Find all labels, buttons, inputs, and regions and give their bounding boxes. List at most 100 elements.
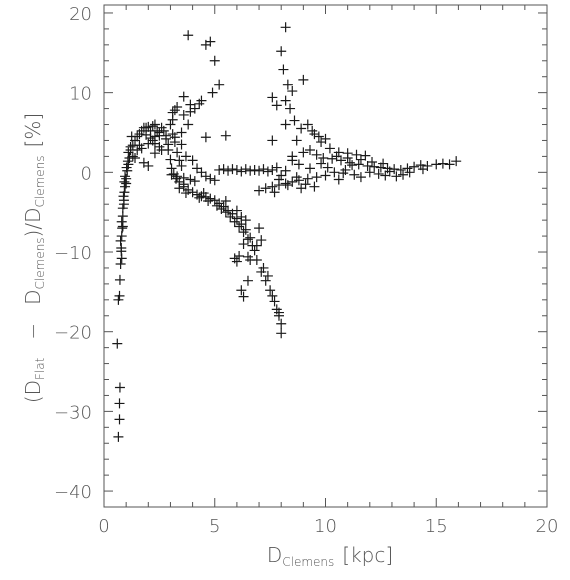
data-point bbox=[280, 165, 291, 176]
data-point bbox=[121, 162, 132, 173]
data-point bbox=[154, 127, 165, 138]
data-point bbox=[242, 251, 253, 262]
data-point bbox=[205, 36, 216, 47]
data-point bbox=[367, 156, 378, 167]
x-axis-title: DClemens [kpc] bbox=[267, 543, 393, 569]
data-point bbox=[240, 164, 251, 175]
data-point bbox=[119, 187, 130, 198]
data-point bbox=[187, 187, 198, 198]
data-point bbox=[209, 55, 220, 66]
data-point bbox=[273, 307, 284, 318]
data-point bbox=[242, 275, 253, 286]
data-point bbox=[309, 181, 320, 192]
y-tick-label: −30 bbox=[54, 402, 92, 423]
data-point bbox=[265, 285, 276, 296]
data-point bbox=[156, 122, 167, 133]
data-point bbox=[167, 114, 178, 125]
data-point bbox=[180, 188, 191, 199]
data-point bbox=[355, 172, 366, 183]
data-point bbox=[185, 174, 196, 185]
data-point bbox=[282, 180, 293, 191]
data-point bbox=[267, 164, 278, 175]
data-point bbox=[311, 172, 322, 183]
data-point bbox=[291, 135, 302, 146]
data-point bbox=[318, 152, 329, 163]
y-axis-title-open: (D bbox=[21, 380, 45, 403]
data-point bbox=[227, 164, 238, 175]
data-point bbox=[336, 155, 347, 166]
data-point bbox=[218, 201, 229, 212]
data-point bbox=[300, 179, 311, 190]
data-point bbox=[347, 160, 358, 171]
data-point bbox=[316, 158, 327, 169]
data-point bbox=[238, 227, 249, 238]
y-axis-title-sub-clemens-2: Clemens bbox=[33, 155, 47, 207]
data-point bbox=[180, 151, 191, 162]
data-point bbox=[165, 154, 176, 165]
data-point bbox=[165, 119, 176, 130]
x-tick-label: 5 bbox=[209, 516, 220, 537]
data-point bbox=[138, 157, 149, 168]
data-point bbox=[360, 150, 371, 161]
data-point bbox=[176, 160, 187, 171]
data-point bbox=[198, 188, 209, 199]
data-point bbox=[207, 87, 218, 98]
data-point bbox=[262, 166, 273, 177]
data-point bbox=[293, 159, 304, 170]
data-point bbox=[291, 172, 302, 183]
data-point bbox=[149, 138, 160, 149]
data-point bbox=[276, 170, 287, 181]
data-point bbox=[247, 240, 258, 251]
data-point bbox=[451, 156, 462, 167]
y-tick-label: −20 bbox=[54, 323, 92, 344]
data-point bbox=[234, 221, 245, 232]
data-point bbox=[287, 151, 298, 162]
data-point bbox=[205, 173, 216, 184]
data-point bbox=[130, 152, 141, 163]
data-point bbox=[115, 258, 126, 269]
data-point bbox=[223, 165, 234, 176]
data-point bbox=[373, 168, 384, 179]
data-point bbox=[389, 164, 400, 175]
data-point bbox=[324, 143, 335, 154]
data-point bbox=[302, 173, 313, 184]
data-point bbox=[280, 22, 291, 33]
data-point bbox=[189, 103, 200, 114]
data-point bbox=[245, 232, 256, 243]
y-axis-title-minus: − bbox=[21, 323, 45, 340]
data-point bbox=[398, 169, 409, 180]
data-point bbox=[384, 166, 395, 177]
data-point bbox=[260, 183, 271, 194]
data-point bbox=[143, 121, 154, 132]
y-tick-label: 10 bbox=[69, 84, 92, 105]
data-point bbox=[117, 221, 128, 232]
data-point bbox=[114, 290, 125, 301]
data-point bbox=[280, 95, 291, 106]
data-point bbox=[285, 103, 296, 114]
data-point bbox=[116, 216, 127, 227]
data-point bbox=[249, 164, 260, 175]
data-point bbox=[169, 132, 180, 143]
data-point bbox=[302, 119, 313, 130]
data-point bbox=[147, 121, 158, 132]
data-point bbox=[296, 123, 307, 134]
data-point bbox=[322, 162, 333, 173]
y-axis-title-sub-flat: Flat bbox=[33, 357, 47, 380]
data-point bbox=[231, 164, 242, 175]
data-point bbox=[269, 187, 280, 198]
data-point bbox=[189, 176, 200, 187]
data-point bbox=[220, 130, 231, 141]
data-point bbox=[126, 131, 137, 142]
data-point bbox=[149, 119, 160, 130]
x-tick-label: 20 bbox=[536, 516, 559, 537]
data-point bbox=[218, 164, 229, 175]
data-point bbox=[118, 191, 129, 202]
data-point bbox=[289, 115, 300, 126]
data-point bbox=[242, 234, 253, 245]
data-point bbox=[236, 211, 247, 222]
data-point bbox=[200, 171, 211, 182]
data-point bbox=[196, 167, 207, 178]
data-point bbox=[327, 153, 338, 164]
